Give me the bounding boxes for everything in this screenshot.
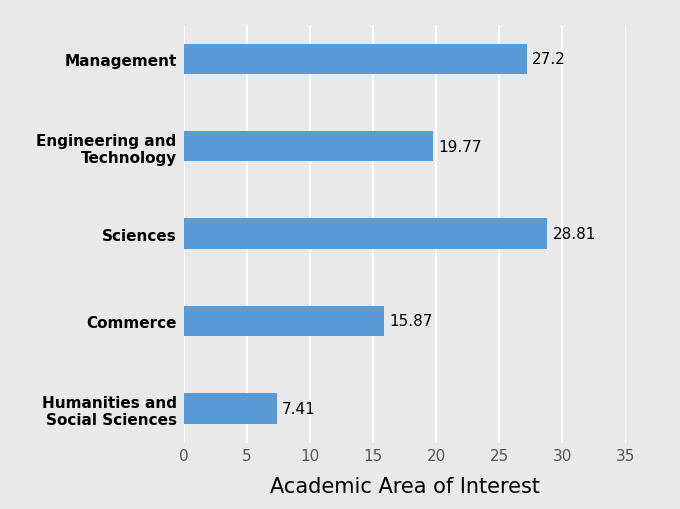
Text: 28.81: 28.81 xyxy=(552,227,596,242)
Bar xyxy=(184,132,433,162)
Bar xyxy=(184,393,277,424)
X-axis label: Academic Area of Interest: Academic Area of Interest xyxy=(269,476,540,496)
Bar xyxy=(184,219,547,249)
Text: 27.2: 27.2 xyxy=(532,52,566,67)
Text: 7.41: 7.41 xyxy=(282,401,316,416)
Bar xyxy=(184,306,384,336)
Text: 15.87: 15.87 xyxy=(389,314,432,329)
Text: 19.77: 19.77 xyxy=(439,139,482,154)
Bar xyxy=(184,44,527,75)
